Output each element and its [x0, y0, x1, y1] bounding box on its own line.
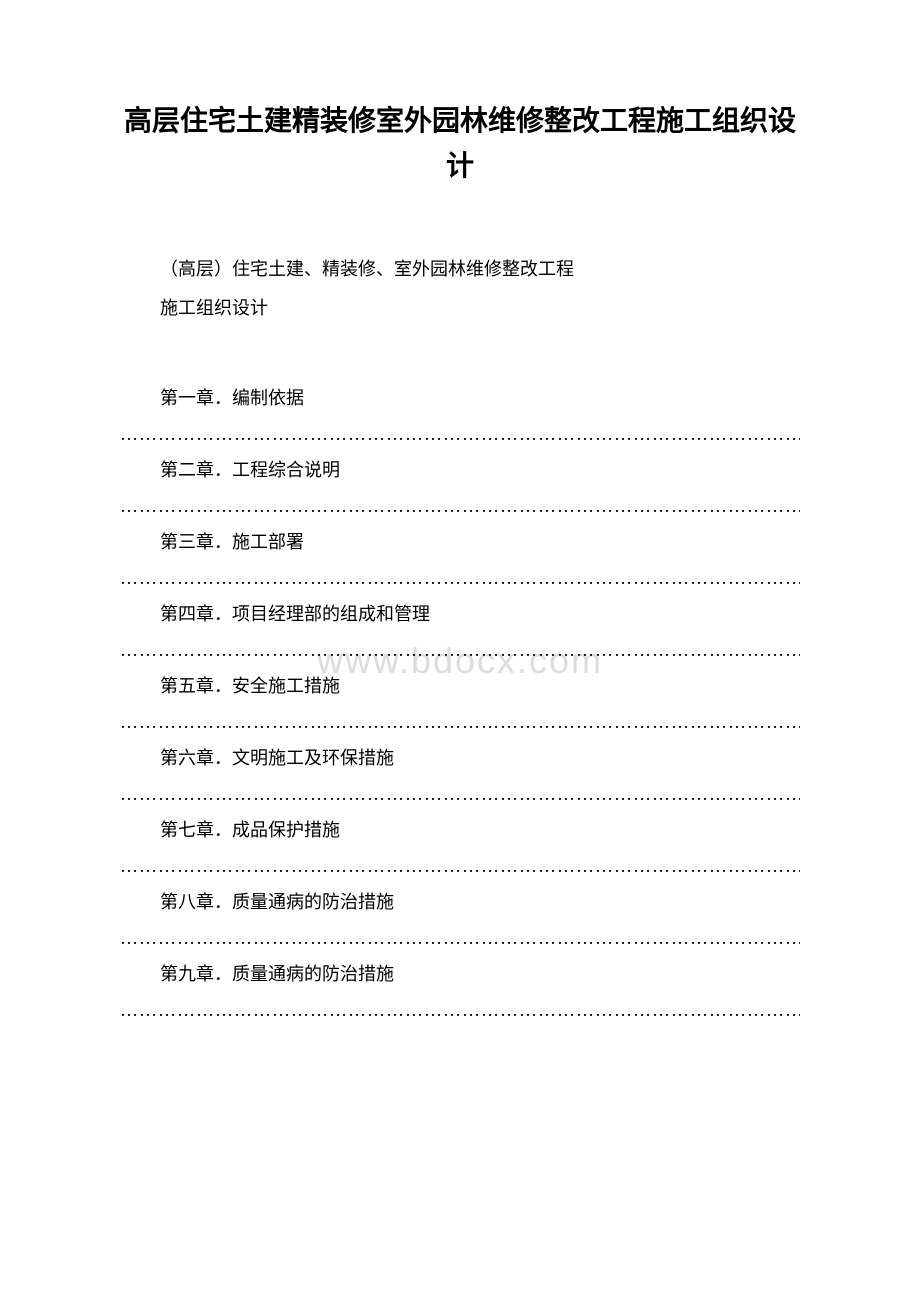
toc-entry: 第四章．项目经理部的组成和管理…………………………………………………………………… [120, 595, 800, 667]
toc-entry: 第一章．编制依据……………………………………………………………………………………… [120, 379, 800, 451]
toc-dots-with-page: …………………………………………………………………………………………………………… [120, 994, 800, 1026]
toc-entry: 第九章．质量通病的防治措施………………………………………………………………………… [120, 955, 800, 1027]
toc-dots-with-page: …………………………………………………………………………………………………………… [120, 850, 800, 882]
toc-chapter-label: 第一章．编制依据 [120, 379, 800, 419]
toc-dots-with-page: …………………………………………………………………………………………………………… [120, 706, 800, 738]
toc-chapter-label: 第二章．工程综合说明 [120, 451, 800, 491]
document-title: 高层住宅土建精装修室外园林维修整改工程施工组织设计 [120, 100, 800, 190]
toc-chapter-label: 第三章．施工部署 [120, 523, 800, 563]
toc-chapter-label: 第九章．质量通病的防治措施 [120, 955, 800, 995]
subtitle-line-1: （高层）住宅土建、精装修、室外园林维修整改工程 [160, 250, 800, 290]
toc-entry: 第八章．质量通病的防治措施………………………………………………………………………… [120, 883, 800, 955]
toc-dots-with-page: …………………………………………………………………………………………………………… [120, 562, 800, 594]
subtitle-line-2: 施工组织设计 [160, 289, 800, 329]
toc-dots-with-page: …………………………………………………………………………………………………………… [120, 490, 800, 522]
toc-chapter-label: 第七章．成品保护措施 [120, 811, 800, 851]
toc-chapter-label: 第五章．安全施工措施 [120, 667, 800, 707]
toc-entry: 第五章．安全施工措施………………………………………………………………………………… [120, 667, 800, 739]
toc-chapter-label: 第八章．质量通病的防治措施 [120, 883, 800, 923]
toc-dots-with-page: …………………………………………………………………………………………………………… [120, 418, 800, 450]
document-page: 高层住宅土建精装修室外园林维修整改工程施工组织设计 （高层）住宅土建、精装修、室… [0, 0, 920, 1087]
toc-chapter-label: 第四章．项目经理部的组成和管理 [120, 595, 800, 635]
toc-dots-with-page: …………………………………………………………………………………………………………… [120, 778, 800, 810]
toc-entry: 第三章．施工部署……………………………………………………………………………………… [120, 523, 800, 595]
table-of-contents: 第一章．编制依据……………………………………………………………………………………… [120, 379, 800, 1027]
toc-entry: 第二章．工程综合说明………………………………………………………………………………… [120, 451, 800, 523]
toc-entry: 第七章．成品保护措施………………………………………………………………………………… [120, 811, 800, 883]
toc-dots-with-page: …………………………………………………………………………………………………………… [120, 634, 800, 666]
toc-entry: 第六章．文明施工及环保措施………………………………………………………………………… [120, 739, 800, 811]
subtitle-block: （高层）住宅土建、精装修、室外园林维修整改工程 施工组织设计 [120, 250, 800, 329]
toc-chapter-label: 第六章．文明施工及环保措施 [120, 739, 800, 779]
toc-dots-with-page: …………………………………………………………………………………………………………… [120, 922, 800, 954]
